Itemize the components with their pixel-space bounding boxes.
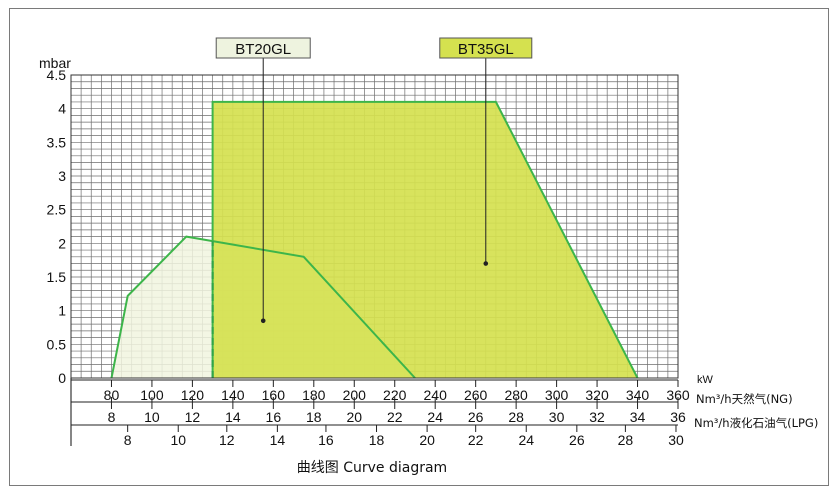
- label-dot-BT35GL: [483, 261, 489, 266]
- x-tick-label: 200: [343, 387, 367, 403]
- x-tick-label: 8: [124, 432, 132, 448]
- y-tick-label: 1.5: [47, 269, 67, 285]
- x-axis-unit-ng: Nm³/h天然气(NG): [696, 392, 793, 406]
- chart-title: 曲线图 Curve diagram: [297, 460, 447, 476]
- x-tick-label: 28: [508, 409, 524, 425]
- x-tick-label: 100: [140, 387, 164, 403]
- label-dot-BT20GL: [260, 318, 266, 324]
- series-label-BT35GL: BT35GL: [458, 41, 514, 58]
- x-tick-label: 12: [185, 409, 201, 425]
- x-tick-label: 360: [666, 387, 690, 403]
- y-tick-label: 3.5: [47, 134, 67, 150]
- y-tick-label: 4: [58, 101, 66, 117]
- x-tick-label: 12: [219, 432, 235, 448]
- x-tick-label: 20: [419, 432, 435, 448]
- series-line-BT35GL: [211, 100, 639, 379]
- x-tick-label: 18: [306, 409, 322, 425]
- x-tick-label: 300: [545, 387, 569, 403]
- x-tick-label: 140: [221, 387, 245, 403]
- y-tick-label: 2.5: [47, 202, 67, 218]
- series-label-box-BT35GL: [439, 37, 533, 59]
- x-tick-label: 32: [589, 409, 605, 425]
- y-tick-label: 3: [58, 168, 66, 184]
- x-tick-label: 260: [464, 387, 488, 403]
- x-tick-label: 180: [302, 387, 326, 403]
- x-tick-label: 36: [670, 409, 686, 425]
- y-tick-label: 4.5: [47, 67, 67, 83]
- y-tick-label: 0.5: [47, 336, 67, 352]
- x-tick-label: 160: [262, 387, 286, 403]
- x-tick-label: 220: [383, 387, 407, 403]
- x-tick-label: 30: [668, 432, 684, 448]
- chart-frame: [9, 8, 829, 486]
- x-tick-label: 16: [318, 432, 334, 448]
- x-tick-label: 24: [518, 432, 534, 448]
- y-tick-label: 2: [58, 235, 66, 251]
- x-tick-label: 120: [181, 387, 205, 403]
- x-tick-label: 14: [270, 432, 286, 448]
- x-tick-label: 24: [427, 409, 443, 425]
- series-label-BT20GL: BT20GL: [235, 41, 291, 58]
- x-tick-label: 80: [104, 387, 120, 403]
- x-tick-label: 26: [569, 432, 585, 448]
- x-axis-unit-kw: kW: [697, 374, 714, 386]
- x-tick-label: 320: [585, 387, 609, 403]
- x-tick-label: 10: [144, 409, 160, 425]
- x-tick-label: 34: [630, 409, 646, 425]
- x-tick-label: 280: [504, 387, 528, 403]
- y-tick-label: 0: [58, 370, 66, 386]
- x-tick-label: 340: [626, 387, 650, 403]
- x-tick-label: 26: [468, 409, 484, 425]
- y-axis-label: mbar: [39, 55, 71, 71]
- x-tick-label: 22: [468, 432, 484, 448]
- x-tick-label: 240: [424, 387, 448, 403]
- x-tick-label: 20: [346, 409, 362, 425]
- plot-border: [70, 74, 679, 379]
- x-tick-label: 8: [108, 409, 116, 425]
- series-line-BT20GL: [110, 235, 416, 379]
- x-axis-unit-lpg: Nm³/h液化石油气(LPG): [694, 416, 818, 430]
- series-label-box-BT20GL: [215, 37, 311, 59]
- x-tick-label: 18: [369, 432, 385, 448]
- y-tick-label: 1: [58, 303, 66, 319]
- x-tick-label: 22: [387, 409, 403, 425]
- x-tick-label: 30: [549, 409, 565, 425]
- x-tick-label: 14: [225, 409, 241, 425]
- x-tick-label: 28: [618, 432, 634, 448]
- x-tick-label: 16: [266, 409, 282, 425]
- x-tick-label: 10: [170, 432, 186, 448]
